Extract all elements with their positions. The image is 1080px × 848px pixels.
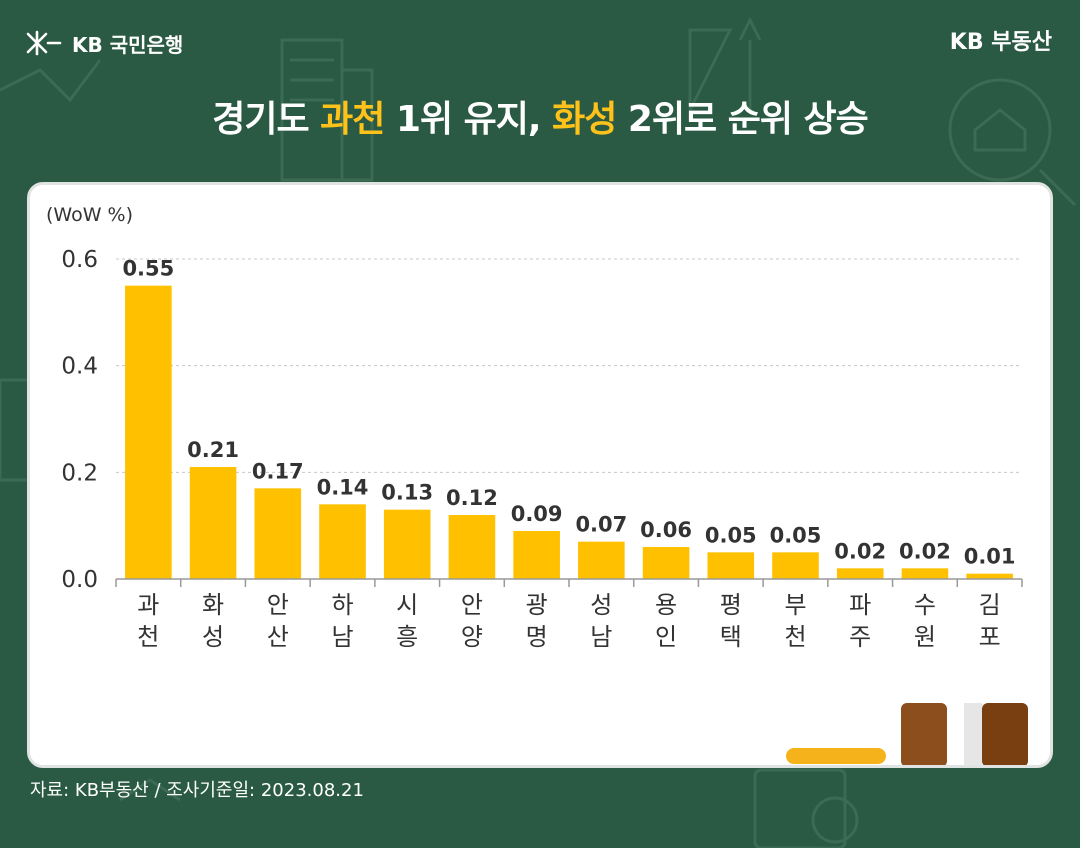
bar (578, 541, 625, 579)
bar (707, 552, 755, 579)
kb-star-icon (26, 30, 62, 56)
bar-value-label: 0.13 (381, 481, 433, 505)
bank-name: KB 국민은행 (72, 32, 184, 57)
bar (836, 568, 884, 579)
title-part2: 1위 유지, (384, 99, 553, 140)
bar (772, 552, 819, 579)
y-unit-label: (WoW %) (46, 204, 133, 226)
kb-realestate-brand: KB 부동산 (949, 30, 1052, 55)
bar-value-label: 0.05 (770, 523, 822, 547)
source-note: 자료: KB부동산 / 조사기준일: 2023.08.21 (30, 780, 364, 801)
bar (189, 467, 237, 579)
y-tick-label: 0.2 (61, 460, 98, 486)
page-title: 경기도 과천 1위 유지, 화성 2위로 순위 상승 (0, 90, 1080, 142)
decorative-blocks (786, 703, 1028, 765)
bar-value-label: 0.17 (252, 459, 304, 483)
bar-value-label: 0.07 (575, 513, 627, 537)
bar-value-label: 0.21 (187, 438, 239, 462)
bar (125, 285, 172, 579)
y-axis-ticks: 0.0 0.2 0.4 0.6 (61, 247, 98, 593)
bar (513, 531, 560, 579)
bar (966, 573, 1013, 579)
bar-value-label: 0.09 (511, 502, 563, 526)
bar (254, 488, 302, 579)
bar-value-label: 0.55 (122, 257, 174, 281)
bar (319, 504, 366, 579)
bar-chart: (WoW %) 0.0 0.2 0.4 0.6 0.55 0.21 0.17 0.14 0.1… (46, 204, 1028, 765)
x-axis-labels: 과 천 화 성 안 산 하 남 시 흥 안 양 광 명 성 남 용 인 평 택 부 천 파 주 수 원 김 포 (137, 591, 1000, 651)
bar (642, 547, 690, 579)
title-part1: 경기도 (212, 99, 321, 140)
bar-value-label: 0.01 (964, 545, 1016, 569)
bar (448, 515, 496, 579)
y-tick-label: 0.6 (61, 247, 98, 273)
x-axis (115, 578, 1023, 587)
bar (901, 568, 949, 579)
bar-value-label: 0.06 (640, 518, 692, 542)
y-tick-label: 0.4 (61, 354, 98, 380)
title-highlight-1: 과천 (320, 99, 385, 140)
title-highlight-2: 화성 (552, 99, 617, 140)
bar-value-label: 0.12 (446, 486, 498, 510)
kb-bank-logo: KB 국민은행 (24, 26, 183, 60)
bar-value-label: 0.14 (317, 475, 369, 499)
y-tick-label: 0.0 (61, 567, 98, 593)
chart-card: (WoW %) 0.0 0.2 0.4 0.6 0.55 0.21 0.17 0.14 0.1… (27, 182, 1053, 768)
value-labels: 0.55 0.21 0.17 0.14 0.13 0.12 0.09 0.07 0.06 0.05… (122, 257, 1015, 569)
bar (383, 509, 431, 579)
title-part3: 2위로 순위 상승 (616, 99, 869, 140)
grid-lines (116, 258, 1022, 473)
bar-value-label: 0.02 (899, 539, 951, 563)
bars (125, 285, 1013, 579)
bar-value-label: 0.05 (705, 523, 757, 547)
bar-value-label: 0.02 (834, 539, 886, 563)
